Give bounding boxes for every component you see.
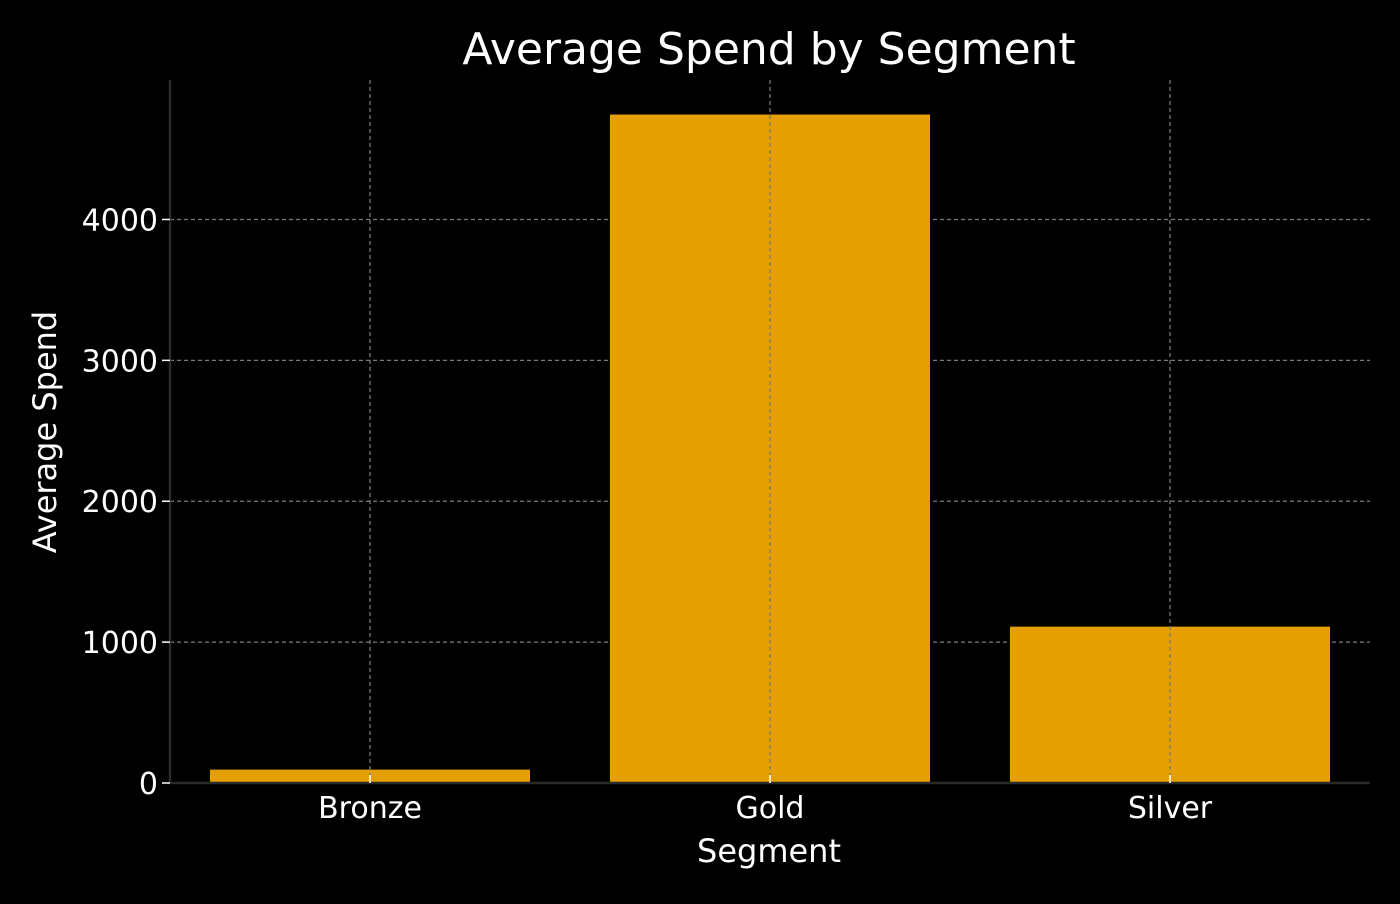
y-tick-label: 0	[139, 767, 158, 802]
y-tick-label: 3000	[82, 344, 158, 379]
x-axis-label: Segment	[697, 832, 841, 870]
x-tick-label: Gold	[736, 791, 805, 826]
x-tick-label: Silver	[1128, 791, 1213, 826]
chart-title: Average Spend by Segment	[462, 24, 1075, 75]
y-tick-label: 2000	[82, 485, 158, 520]
x-tick-label: Bronze	[318, 791, 422, 826]
tick-labels: 0 1000 2000 3000 4000 Bronze Gold Silver	[82, 203, 1213, 826]
y-axis-label: Average Spend	[26, 311, 64, 553]
y-tick-label: 4000	[82, 203, 158, 238]
y-tick-label: 1000	[82, 626, 158, 661]
vertical-grid-lines	[369, 80, 1171, 783]
